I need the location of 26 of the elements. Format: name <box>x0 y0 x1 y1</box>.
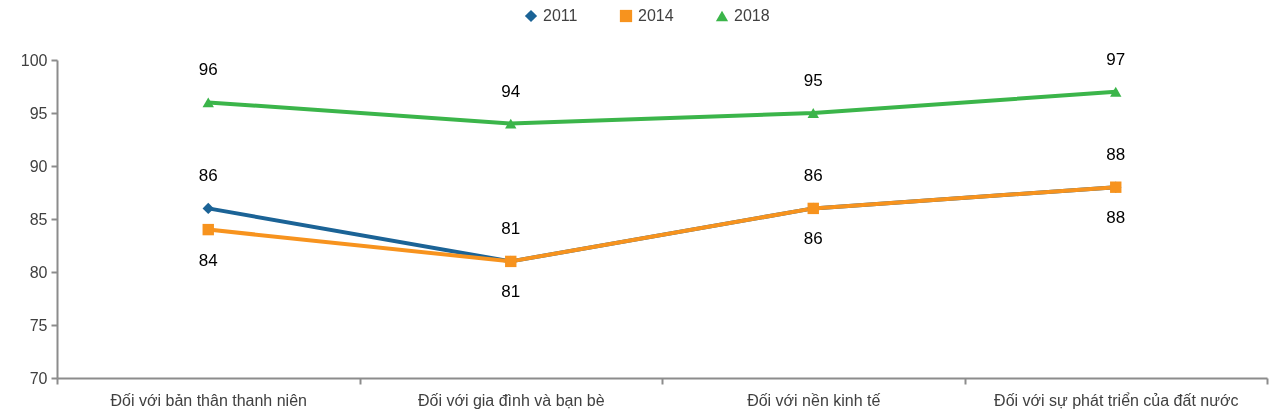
y-tick-label: 100 <box>20 51 48 69</box>
data-label: 97 <box>1106 49 1126 69</box>
data-label: 86 <box>198 166 218 186</box>
y-tick-label: 80 <box>29 263 48 281</box>
data-label: 86 <box>803 229 823 249</box>
data-label: 81 <box>501 282 521 302</box>
data-label: 81 <box>501 219 521 239</box>
y-tick-label: 70 <box>29 369 48 387</box>
data-label: 94 <box>501 81 521 101</box>
legend-label: 2014 <box>638 7 674 24</box>
x-tick-label: Đối với gia đình và bạn bè <box>417 391 605 409</box>
y-tick-label: 85 <box>29 210 48 228</box>
y-tick-label: 95 <box>29 104 48 122</box>
legend-label: 2011 <box>543 7 578 24</box>
data-label: 88 <box>1106 145 1126 165</box>
x-tick-label: Đối với nền kinh tế <box>747 391 881 409</box>
data-label: 95 <box>803 71 823 90</box>
data-label: 88 <box>1106 208 1126 228</box>
y-tick-label: 75 <box>29 316 48 334</box>
data-label: 84 <box>198 250 218 270</box>
data-label: 86 <box>803 166 823 186</box>
x-tick-label: Đối với sự phát triển của đất nước <box>994 391 1239 409</box>
legend-label: 2018 <box>734 7 770 24</box>
data-label: 96 <box>198 60 218 80</box>
y-tick-label: 90 <box>29 157 48 175</box>
x-tick-label: Đối với bản thân thanh niên <box>110 391 307 409</box>
